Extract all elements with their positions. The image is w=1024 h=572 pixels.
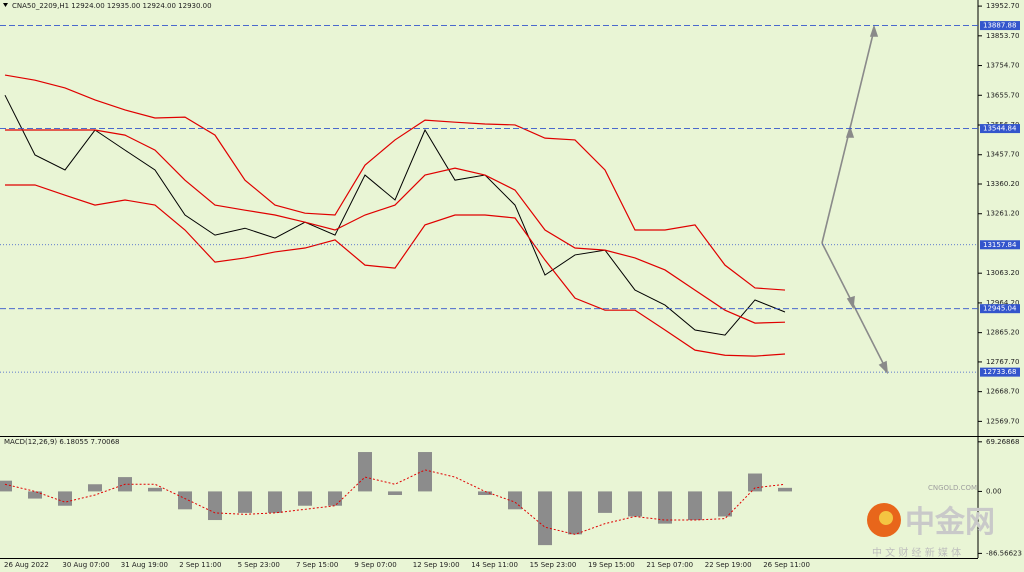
level-label: 12733.68 [983,368,1016,376]
y-tick-label: 13754.70 [986,62,1019,70]
x-tick-label: 5 Sep 23:00 [238,561,280,569]
y-tick-label: 13853.70 [986,32,1019,40]
level-label: 13157.84 [983,241,1017,249]
watermark-title: 中金网 [905,505,995,540]
macd-bar [178,491,192,510]
x-tick-label: 15 Sep 23:00 [530,561,577,569]
macd-bar [778,487,792,492]
macd-bar [508,491,522,510]
projection-arrows [821,24,889,375]
macd-bar [58,491,72,506]
y-tick-label: 13261.20 [986,210,1019,218]
y-tick-label: 13360.20 [986,180,1019,188]
logo-inner [879,511,893,525]
macd-bar [148,487,162,492]
date-area [0,558,978,572]
macd-bar [688,491,702,521]
macd-bar [388,491,402,495]
y-tick-label: 12964.20 [986,299,1019,307]
price-line [5,184,786,357]
macd-bar [478,491,492,495]
level-label-box [980,240,1020,250]
level-label-box [980,21,1020,31]
x-tick-label: 26 Aug 2022 [4,561,49,569]
watermark: 中金网 CNGOLD.COM 中 文 财 经 新 媒 体 [867,484,995,559]
x-tick-label: 2 Sep 11:00 [179,561,221,569]
macd-bar [748,473,762,492]
price-panel [0,0,978,436]
menu-arrow [3,3,8,7]
y-tick-label: 12569.70 [986,417,1019,425]
y-tick-label: 13655.70 [986,91,1019,99]
chart-title: CNA50_2209,H1 12924.00 12935.00 12924.00… [12,2,212,10]
y-tick-label: 12767.70 [986,358,1019,366]
macd-bar [208,491,222,521]
x-tick-label: 30 Aug 07:00 [62,561,109,569]
y-tick-label: -86.56623 [986,549,1022,557]
x-tick-label: 26 Sep 11:00 [763,561,810,569]
macd-title: MACD(12,26,9) 6.18055 7.70068 [4,438,120,446]
level-label-box [980,124,1020,134]
macd-bar [298,491,312,506]
y-tick-label: 13063.20 [986,269,1019,277]
y-tick-label: 0.00 [986,487,1002,495]
macd-bar [0,480,12,492]
level-label: 12945.04 [983,305,1017,313]
x-tick-label: 14 Sep 11:00 [471,561,518,569]
y-tick-label: 12865.20 [986,329,1019,337]
macd-bar [568,491,582,535]
macd-bar [598,491,612,513]
macd-bar [28,491,42,499]
macd-bar [538,491,552,546]
x-tick-label: 9 Sep 07:00 [354,561,396,569]
macd-bar [628,491,642,517]
watermark-tagline: 中 文 财 经 新 媒 体 [872,546,961,559]
macd-panel [0,437,978,558]
y-tick-label: 12668.70 [986,388,1019,396]
macd-bar [238,491,252,513]
x-tick-label: 22 Sep 19:00 [705,561,752,569]
x-tick-label: 21 Sep 07:00 [646,561,693,569]
macd-bar [718,491,732,517]
axis-area [978,0,1024,572]
macd-bar [658,491,672,524]
watermark-url: CNGOLD.COM [928,484,977,492]
y-tick-label: 13457.70 [986,151,1019,159]
y-tick-label: 69.26868 [986,438,1019,446]
signal-line [4,469,786,535]
price-line [4,94,786,336]
x-tick-label: 12 Sep 19:00 [413,561,460,569]
level-label-box [980,304,1020,314]
macd-bar [358,452,372,492]
x-tick-label: 7 Sep 15:00 [296,561,338,569]
level-label: 13544.84 [983,125,1017,133]
level-label-box [980,367,1020,377]
y-tick-label: 13952.70 [986,2,1019,10]
macd-bar [328,491,342,506]
macd-bar [88,484,102,492]
macd-bar [268,491,282,513]
price-line [5,129,786,324]
level-label: 13887.88 [983,22,1016,30]
price-line [4,74,786,291]
macd-bar [418,452,432,492]
x-tick-label: 31 Aug 19:00 [121,561,168,569]
x-tick-label: 19 Sep 15:00 [588,561,635,569]
